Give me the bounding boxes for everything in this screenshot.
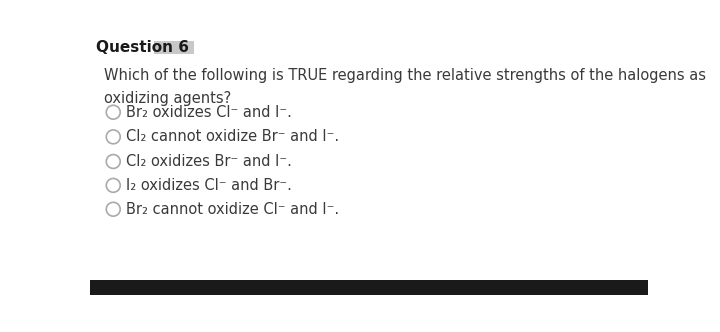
Bar [153,42,194,54]
Text: Br₂ oxidizes Cl⁻ and I⁻.: Br₂ oxidizes Cl⁻ and I⁻. [126,105,292,120]
Text: Cl₂ oxidizes Br⁻ and I⁻.: Cl₂ oxidizes Br⁻ and I⁻. [126,154,292,169]
Text: Question 6: Question 6 [96,40,189,55]
Text: Cl₂ cannot oxidize Br⁻ and I⁻.: Cl₂ cannot oxidize Br⁻ and I⁻. [126,129,339,144]
Text: Which of the following is TRUE regarding the relative strengths of the halogens : Which of the following is TRUE regarding… [104,68,706,106]
Text: Br₂ cannot oxidize Cl⁻ and I⁻.: Br₂ cannot oxidize Cl⁻ and I⁻. [126,202,339,217]
Text: I₂ oxidizes Cl⁻ and Br⁻.: I₂ oxidizes Cl⁻ and Br⁻. [126,178,292,193]
Bar [90,280,648,295]
